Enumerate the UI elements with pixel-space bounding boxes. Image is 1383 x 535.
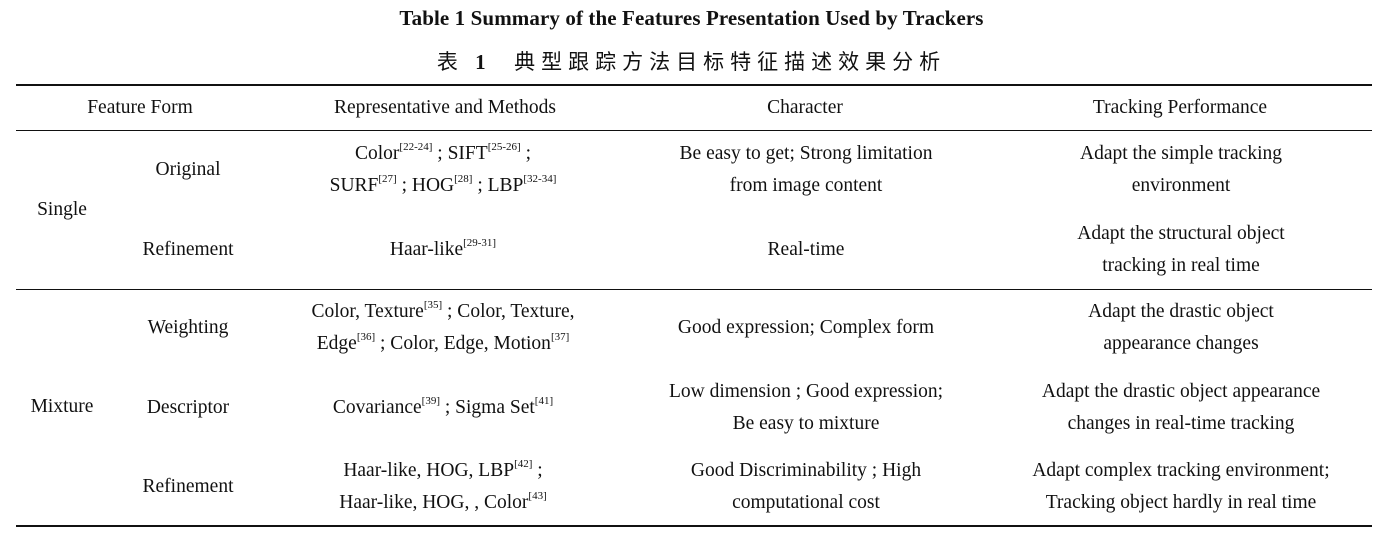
- row-4-character: Good Discriminability ; High computationa…: [620, 455, 992, 519]
- reference-citation: [22-24]: [399, 141, 433, 153]
- character-line: Good expression; Complex form: [677, 317, 935, 338]
- character-line: computational cost: [732, 492, 880, 513]
- character-line: Low dimension ; Good expression;: [668, 381, 944, 402]
- table-title-zh: 表 1 典型跟踪方法目标特征描述效果分析: [0, 46, 1383, 76]
- row-2-performance: Adapt the drastic object appearance chang…: [992, 296, 1370, 360]
- performance-line: Adapt complex tracking environment;: [1032, 460, 1330, 481]
- reference-citation: [43]: [528, 490, 547, 502]
- row-4-methods: Haar-like, HOG, LBP[42] ; Haar-like, HOG,…: [268, 455, 618, 519]
- reference-citation: [42]: [514, 458, 533, 470]
- table-title-zh-text: 典型跟踪方法目标特征描述效果分析: [514, 50, 947, 74]
- table-title-en: Table 1 Summary of the Features Presenta…: [399, 6, 984, 30]
- header-methods: Representative and Methods: [333, 97, 557, 118]
- header-rule: [16, 130, 1372, 131]
- reference-citation: [39]: [421, 395, 440, 407]
- methods-line: Covariance[39] ; Sigma Set[41]: [332, 395, 554, 419]
- header-character: Character: [767, 97, 843, 118]
- row-3-subcategory: Descriptor: [146, 397, 230, 418]
- group-label-mixture: Mixture: [30, 396, 94, 417]
- row-1-methods: Haar-like[29-31]: [268, 234, 618, 266]
- character-line: Good Discriminability ; High: [690, 460, 922, 481]
- row-3-performance: Adapt the drastic object appearance chang…: [992, 376, 1370, 440]
- group-divider: [16, 289, 1372, 290]
- table-title-zh-number: 1: [475, 50, 492, 74]
- reference-citation: [32-34]: [523, 173, 557, 185]
- row-2-character: Good expression; Complex form: [620, 312, 992, 344]
- header-feature-form: Feature Form: [87, 97, 193, 118]
- methods-line: SURF[27] ; HOG[28] ; LBP[32-34]: [329, 173, 557, 197]
- table-title-zh-prefix: 表: [436, 50, 464, 74]
- character-line: Real-time: [767, 239, 845, 260]
- performance-line: Adapt the drastic object appearance: [1041, 381, 1321, 402]
- performance-line: changes in real-time tracking: [1067, 413, 1295, 434]
- performance-line: appearance changes: [1103, 333, 1259, 354]
- row-1-subcategory: Refinement: [142, 239, 234, 260]
- methods-line: Edge[36] ; Color, Edge, Motion[37]: [316, 331, 570, 355]
- row-3-methods: Covariance[39] ; Sigma Set[41]: [268, 392, 618, 424]
- row-3-character: Low dimension ; Good expression; Be easy …: [620, 376, 992, 440]
- row-0-performance: Adapt the simple tracking environment: [992, 138, 1370, 202]
- reference-citation: [36]: [356, 331, 376, 343]
- row-4-subcategory: Refinement: [142, 476, 234, 497]
- performance-line: tracking in real time: [1102, 255, 1260, 276]
- character-line: Be easy to mixture: [732, 413, 880, 434]
- reference-citation: [25-26]: [487, 141, 521, 153]
- methods-line: Haar-like, HOG, LBP[42] ;: [343, 458, 543, 482]
- performance-line: environment: [1131, 175, 1231, 196]
- character-line: from image content: [729, 175, 883, 196]
- methods-line: Haar-like, HOG, , Color[43]: [339, 490, 547, 514]
- row-0-methods: Color[22-24] ; SIFT[25-26] ; SURF[27] ; H…: [268, 138, 618, 202]
- top-rule: [16, 84, 1372, 86]
- methods-line: Color[22-24] ; SIFT[25-26] ;: [355, 141, 531, 165]
- row-2-subcategory: Weighting: [147, 317, 229, 338]
- reference-citation: [37]: [550, 331, 570, 343]
- reference-citation: [41]: [534, 395, 554, 407]
- row-0-character: Be easy to get; Strong limitation from im…: [620, 138, 992, 202]
- row-1-character: Real-time: [620, 234, 992, 266]
- reference-citation: [27]: [378, 173, 397, 185]
- reference-citation: [28]: [454, 173, 473, 185]
- group-label-single: Single: [37, 199, 87, 220]
- reference-citation: [29-31]: [463, 237, 497, 249]
- header-performance: Tracking Performance: [1092, 97, 1268, 118]
- methods-line: Haar-like[29-31]: [389, 237, 497, 261]
- performance-line: Adapt the structural object: [1077, 223, 1285, 244]
- performance-line: Adapt the simple tracking: [1080, 143, 1282, 164]
- performance-line: Tracking object hardly in real time: [1045, 492, 1317, 513]
- reference-citation: [35]: [423, 299, 443, 311]
- row-0-subcategory: Original: [155, 159, 221, 180]
- performance-line: Adapt the drastic object: [1088, 301, 1274, 322]
- methods-line: Color, Texture[35] ; Color, Texture,: [311, 299, 575, 323]
- row-4-performance: Adapt complex tracking environment; Track…: [992, 455, 1370, 519]
- character-line: Be easy to get; Strong limitation: [679, 143, 933, 164]
- row-1-performance: Adapt the structural object tracking in r…: [992, 218, 1370, 282]
- bottom-rule: [16, 525, 1372, 527]
- row-2-methods: Color, Texture[35] ; Color, Texture, Edge…: [268, 296, 618, 360]
